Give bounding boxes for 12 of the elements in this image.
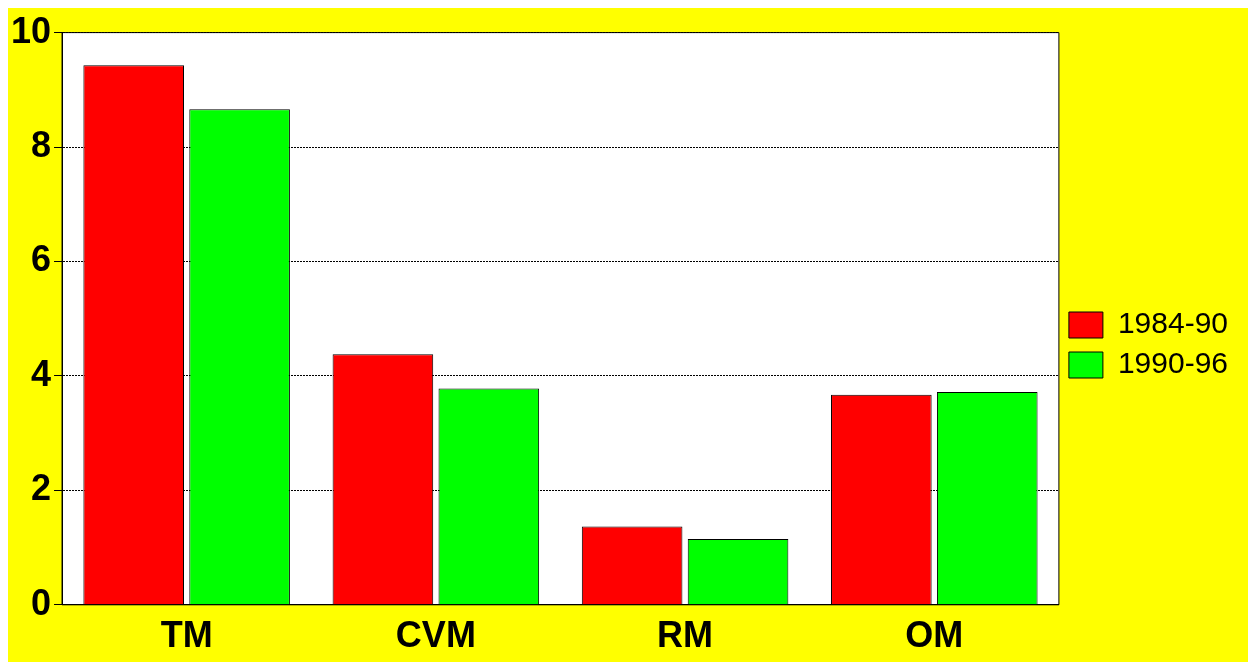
- y-tick-label: 8: [31, 123, 52, 165]
- legend-label: 1990-96: [1117, 346, 1229, 380]
- y-tick-label: 4: [31, 352, 52, 394]
- x-tick-label: RM: [657, 614, 714, 656]
- y-tick-label: 10: [11, 9, 52, 51]
- x-tick-label: TM: [160, 614, 213, 656]
- x-tick-label: CVM: [395, 614, 476, 656]
- x-tick-label: OM: [905, 614, 964, 656]
- legend-label: 1984-90: [1117, 306, 1229, 340]
- y-tick-label: 2: [31, 467, 52, 509]
- y-tick-label: 6: [31, 238, 52, 280]
- y-tick-label: 0: [31, 581, 52, 623]
